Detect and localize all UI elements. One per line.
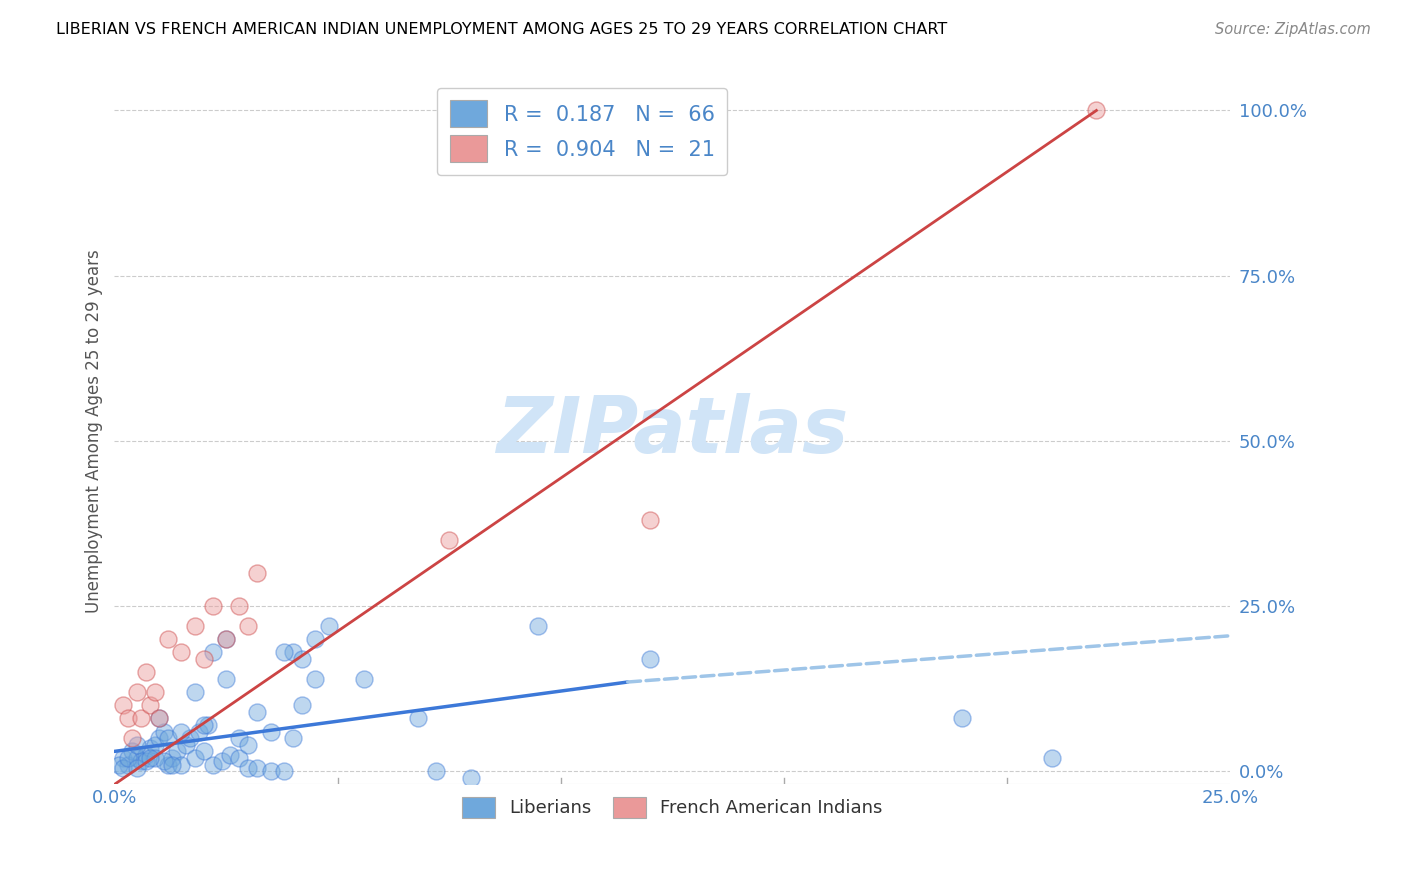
Text: ZIPatlas: ZIPatlas (496, 393, 848, 469)
Point (638, 513, 661, 527)
Point (228, 731, 250, 746)
Point (125, 738, 148, 752)
Point (304, 672, 326, 686)
Point (156, 757, 179, 772)
Point (215, 632, 238, 646)
Point (527, 619, 550, 633)
Point (121, 731, 143, 746)
Point (148, 731, 170, 746)
Point (273, 645, 295, 659)
Point (162, 751, 184, 765)
Point (125, 761, 148, 775)
Legend: Liberians, French American Indians: Liberians, French American Indians (456, 789, 890, 825)
Y-axis label: Unemployment Among Ages 25 to 29 years: Unemployment Among Ages 25 to 29 years (86, 249, 103, 613)
Point (281, 731, 304, 746)
Point (184, 685, 207, 699)
Point (215, 672, 238, 686)
Point (135, 665, 157, 679)
Point (281, 645, 304, 659)
Point (152, 724, 174, 739)
Point (437, 533, 460, 547)
Point (197, 718, 219, 732)
Point (201, 757, 224, 772)
Point (238, 761, 260, 775)
Point (273, 764, 295, 779)
Point (125, 751, 148, 765)
Point (117, 757, 139, 772)
Point (135, 747, 157, 762)
Point (143, 685, 166, 699)
Point (148, 711, 170, 725)
Point (1085, 103, 1108, 118)
Point (139, 698, 162, 713)
Point (228, 751, 250, 765)
Point (129, 711, 152, 725)
Point (121, 744, 143, 758)
Point (152, 754, 174, 768)
Point (952, 711, 974, 725)
Point (215, 632, 238, 646)
Point (238, 619, 260, 633)
Point (291, 698, 314, 713)
Point (174, 738, 197, 752)
Point (170, 724, 193, 739)
Point (184, 751, 207, 765)
Point (291, 652, 314, 666)
Point (304, 632, 326, 646)
Point (425, 764, 447, 779)
Point (246, 566, 269, 580)
Text: Source: ZipAtlas.com: Source: ZipAtlas.com (1215, 22, 1371, 37)
Point (117, 751, 139, 765)
Point (112, 761, 135, 775)
Point (1040, 751, 1063, 765)
Point (166, 744, 188, 758)
Point (112, 751, 135, 765)
Point (179, 731, 201, 746)
Point (228, 599, 250, 613)
Point (201, 645, 224, 659)
Point (143, 738, 166, 752)
Point (170, 645, 193, 659)
Point (259, 724, 281, 739)
Point (156, 632, 179, 646)
Point (353, 672, 375, 686)
Point (162, 757, 184, 772)
Point (129, 754, 152, 768)
Point (170, 757, 193, 772)
Point (246, 705, 269, 719)
Point (460, 771, 482, 785)
Text: LIBERIAN VS FRENCH AMERICAN INDIAN UNEMPLOYMENT AMONG AGES 25 TO 29 YEARS CORREL: LIBERIAN VS FRENCH AMERICAN INDIAN UNEMP… (56, 22, 948, 37)
Point (211, 754, 233, 768)
Point (108, 757, 131, 772)
Point (148, 711, 170, 725)
Point (193, 652, 215, 666)
Point (184, 619, 207, 633)
Point (238, 738, 260, 752)
Point (117, 711, 139, 725)
Point (406, 711, 429, 725)
Point (318, 619, 340, 633)
Point (135, 754, 157, 768)
Point (112, 698, 135, 713)
Point (139, 751, 162, 765)
Point (219, 747, 242, 762)
Point (193, 718, 215, 732)
Point (638, 652, 661, 666)
Point (188, 724, 211, 739)
Point (143, 751, 166, 765)
Point (193, 744, 215, 758)
Point (156, 731, 179, 746)
Point (125, 685, 148, 699)
Point (246, 761, 269, 775)
Point (259, 764, 281, 779)
Point (201, 599, 224, 613)
Point (139, 741, 162, 756)
